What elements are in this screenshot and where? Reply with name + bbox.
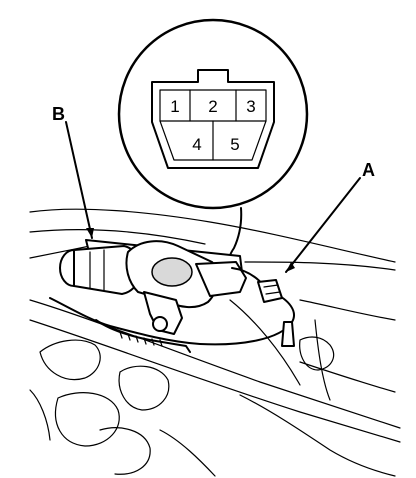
harness-connector-a [257,279,283,303]
magnifier-leader-line [228,207,243,263]
pin-2-label: 2 [208,97,217,116]
pin-3-label: 3 [246,97,255,116]
callout-b-label: B [52,104,65,124]
motor-bracket [143,291,183,335]
pin-4-label: 4 [192,135,201,154]
motor-side-mount [195,261,247,297]
pin-1-label: 1 [170,97,179,116]
callout-b-arrowhead [86,228,94,238]
cowl-body-structure [29,208,401,477]
callout-a-label: A [362,160,375,180]
wiper-motor [59,239,247,335]
callout-a-leader [285,177,361,273]
callout-b-leader [65,121,93,239]
callout-a-arrowhead [286,262,295,272]
vacuum-nozzle [281,321,295,347]
connector-magnifier [117,18,309,263]
pin-5-label: 5 [230,135,239,154]
connector-face [151,69,275,169]
mounting-bolt [152,316,168,332]
